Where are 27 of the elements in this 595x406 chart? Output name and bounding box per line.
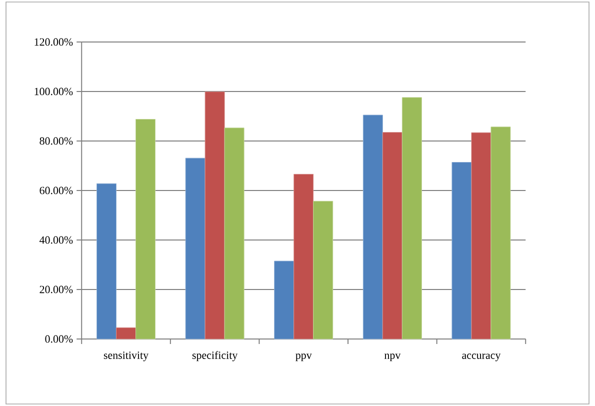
bar [294, 174, 314, 340]
x-tick-label: ppv [296, 354, 312, 362]
y-tick-label: 100.00% [34, 88, 73, 96]
bar [362, 114, 383, 340]
bar [274, 260, 294, 340]
bar [224, 128, 244, 340]
bar [185, 158, 206, 340]
y-tick-label: 120.00% [34, 38, 73, 46]
bar [313, 200, 334, 340]
bar [490, 126, 511, 340]
y-tick-label: 80.00% [40, 137, 73, 145]
y-tick-label: 60.00% [40, 186, 73, 194]
bar [136, 118, 156, 340]
bar [402, 97, 422, 340]
bar [452, 162, 472, 340]
bar [382, 132, 402, 340]
y-tick-label: 20.00% [40, 286, 73, 294]
bar [471, 132, 492, 340]
y-tick-label: 0.00% [45, 335, 73, 343]
bar [96, 183, 117, 340]
x-tick-label: accuracy [462, 354, 501, 362]
x-tick-label: npv [384, 354, 401, 362]
y-tick-label: 40.00% [40, 236, 73, 244]
bar [204, 91, 225, 340]
x-tick-label: sensitivity [104, 352, 148, 362]
x-tick-label: specificity [192, 351, 238, 362]
bar [116, 327, 136, 340]
